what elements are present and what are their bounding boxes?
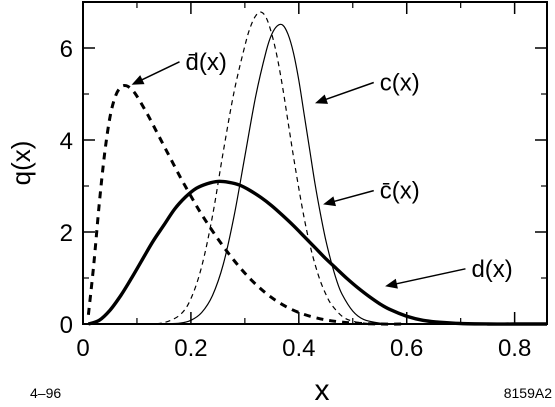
y-tick-label: 6 <box>60 36 73 63</box>
series-group <box>86 11 547 326</box>
x-tick-label: 0.4 <box>282 335 315 362</box>
annotation-label-1: c(x) <box>380 70 420 97</box>
annotation-label-2: c̄(x) <box>380 178 420 205</box>
annotation-arrowhead-3 <box>385 278 398 289</box>
annotation-arrowhead-1 <box>315 94 328 104</box>
y-axis-title: q(x) <box>6 141 36 186</box>
axis-tick-labels: 0 0.2 0.4 0.6 0.8 0 2 4 6 <box>60 36 532 362</box>
series-line-3 <box>147 11 386 325</box>
annotation-label-0: d̄(x) <box>186 49 227 76</box>
x-tick-label: 0.6 <box>390 335 423 362</box>
annotation-arrow-0 <box>138 61 180 83</box>
annotation-arrowhead-2 <box>323 196 336 207</box>
annotation-label-3: d(x) <box>471 256 512 283</box>
annotations: d̄(x) c(x) c̄(x) d(x) <box>131 49 513 289</box>
footer-right-code: 8159A2 <box>504 385 552 401</box>
annotation-arrow-1 <box>322 81 374 102</box>
y-tick-label: 2 <box>60 220 73 247</box>
x-tick-label: 0.2 <box>174 335 207 362</box>
x-tick-label: 0 <box>76 335 89 362</box>
y-tick-label: 4 <box>60 128 73 155</box>
annotation-arrowhead-0 <box>131 75 145 85</box>
footer-left-code: 4–96 <box>30 385 61 401</box>
annotation-arrow-3 <box>392 268 466 286</box>
axis-ticks <box>82 2 547 325</box>
plot-frame <box>82 1 548 325</box>
series-line-2 <box>163 23 407 325</box>
x-tick-label: 0.8 <box>498 335 531 362</box>
series-line-0 <box>87 179 547 326</box>
x-axis-title: x <box>315 374 330 407</box>
y-tick-label: 0 <box>60 312 73 339</box>
series-line-1 <box>86 83 407 326</box>
annotation-arrow-2 <box>330 189 374 204</box>
